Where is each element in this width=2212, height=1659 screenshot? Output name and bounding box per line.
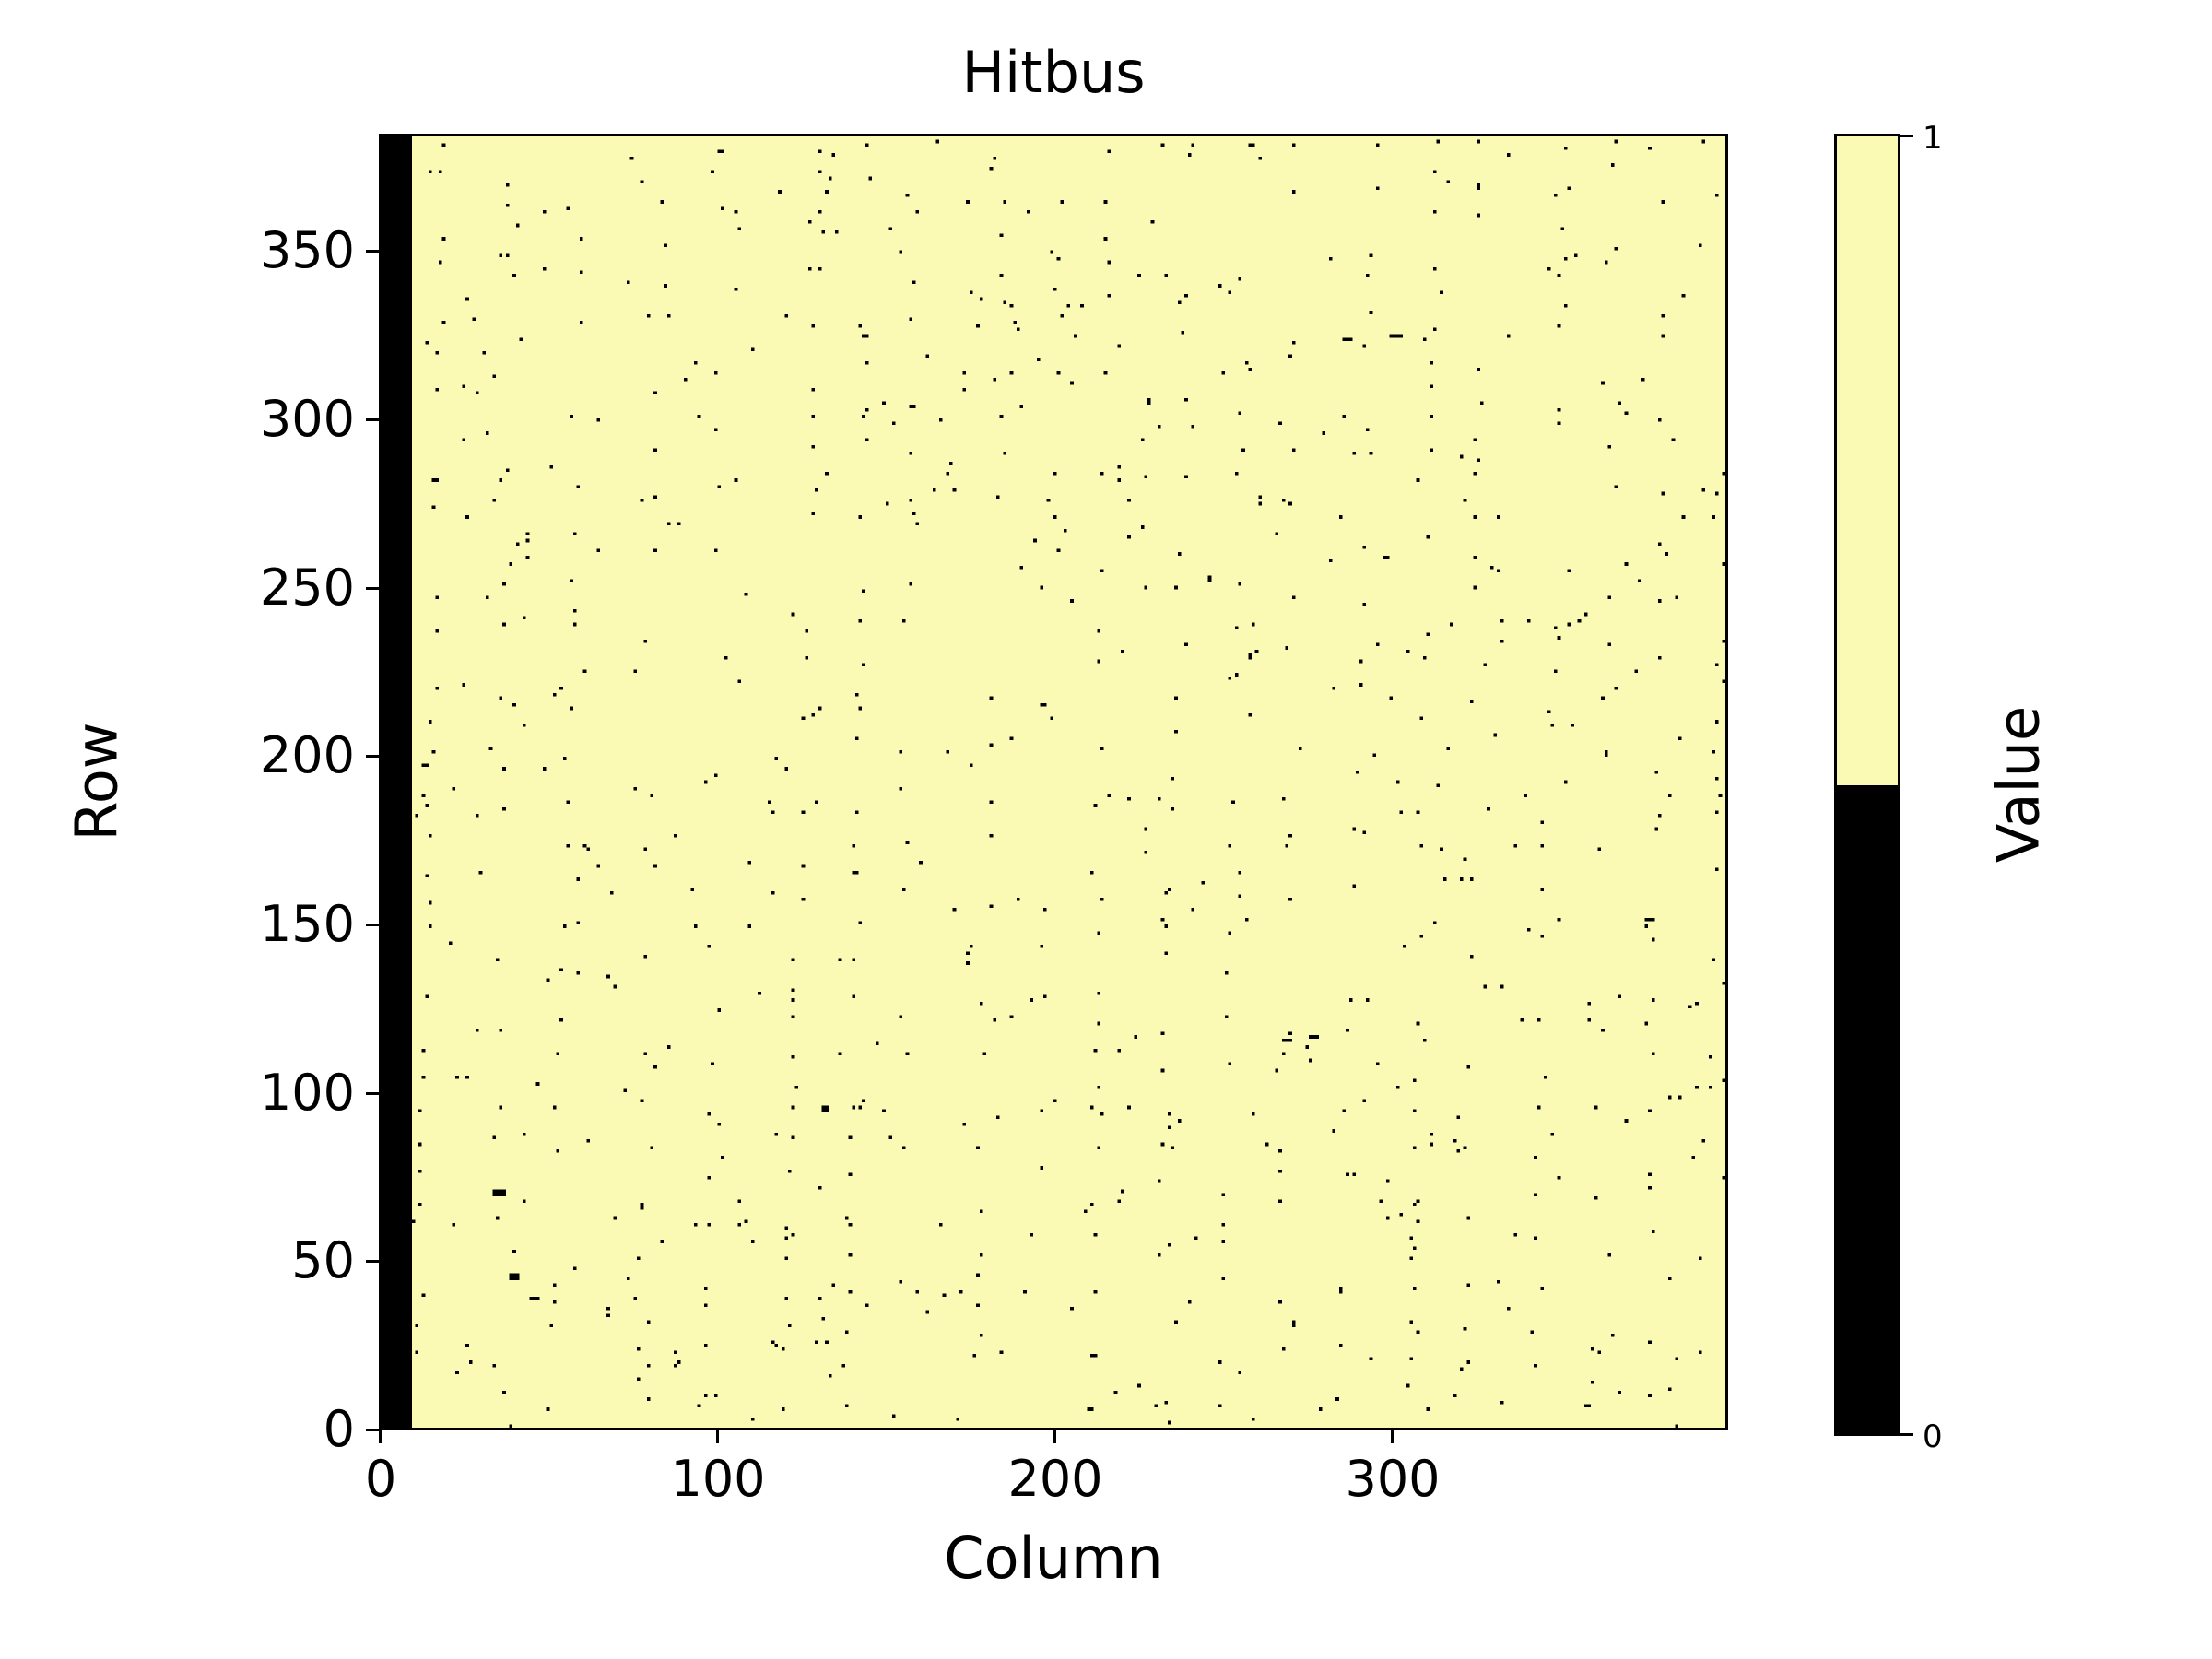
colorbar[interactable] xyxy=(1834,134,1900,1436)
y-tick-100 xyxy=(366,1092,379,1095)
colorbar-tick-1 xyxy=(1900,135,1913,137)
x-tick-0 xyxy=(379,1430,382,1443)
y-tick-label-250: 250 xyxy=(259,559,355,617)
x-tick-1 xyxy=(716,1430,719,1443)
y-tick-label-50: 50 xyxy=(291,1231,355,1289)
y-tick-350 xyxy=(366,250,379,253)
y-tick-150 xyxy=(366,924,379,926)
heatmap-plot-area[interactable] xyxy=(379,134,1728,1430)
y-tick-200 xyxy=(366,755,379,758)
y-tick-0 xyxy=(366,1429,379,1431)
x-tick-label-3: 300 xyxy=(1345,1450,1441,1508)
y-tick-label-100: 100 xyxy=(259,1064,355,1122)
y-tick-50 xyxy=(366,1260,379,1263)
y-tick-300 xyxy=(366,418,379,421)
heatmap-image xyxy=(382,136,1725,1428)
x-tick-3 xyxy=(1391,1430,1394,1443)
x-tick-label-2: 200 xyxy=(1007,1450,1103,1508)
y-tick-label-200: 200 xyxy=(259,726,355,784)
colorbar-tick-label-0: 0 xyxy=(1923,1418,1943,1455)
y-tick-label-350: 350 xyxy=(259,221,355,279)
y-tick-250 xyxy=(366,587,379,590)
x-tick-2 xyxy=(1053,1430,1056,1443)
colorbar-segment-value-1 xyxy=(1837,136,1898,785)
y-tick-label-0: 0 xyxy=(323,1400,355,1458)
y-tick-label-300: 300 xyxy=(259,390,355,448)
x-tick-label-1: 100 xyxy=(670,1450,766,1508)
x-tick-label-0: 0 xyxy=(364,1450,397,1508)
y-axis-label: Row xyxy=(63,722,131,841)
colorbar-label: Value xyxy=(1984,705,2053,864)
colorbar-tick-0 xyxy=(1900,1433,1913,1436)
y-tick-label-150: 150 xyxy=(259,895,355,953)
colorbar-segment-value-0 xyxy=(1837,784,1898,1433)
colorbar-tick-label-1: 1 xyxy=(1923,120,1943,157)
page-title: Hitbus xyxy=(961,39,1146,106)
x-axis-label: Column xyxy=(944,1524,1163,1592)
